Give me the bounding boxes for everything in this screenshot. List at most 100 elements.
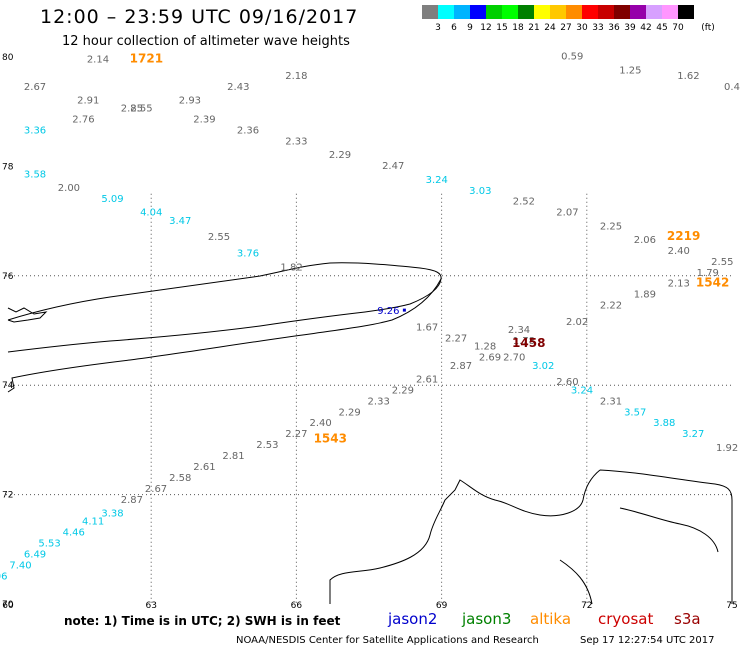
colorbar-label: 21 — [528, 23, 540, 33]
colorbar-label: 42 — [640, 23, 652, 33]
colorbar-swatch — [518, 5, 534, 19]
wave-height-value: 1.78 — [513, 336, 535, 347]
longitude-label: 72 — [581, 601, 592, 611]
jason2-marker — [402, 308, 406, 312]
longitude-label: 66 — [291, 601, 303, 611]
wave-height-value: 2.29 — [329, 150, 351, 161]
wave-height-value: 6.49 — [24, 550, 46, 561]
colorbar-label: 12 — [480, 23, 492, 33]
colorbar-swatch — [646, 5, 662, 19]
wave-height-value: 2.70 — [503, 353, 525, 364]
wave-height-value: 3.57 — [624, 407, 646, 418]
colorbar-swatch — [470, 5, 486, 19]
legend-jason2: jason2 — [388, 610, 438, 628]
wave-height-value: 3.24 — [426, 175, 448, 186]
wave-height-value: 2.27 — [285, 429, 307, 440]
wave-height-value: 2.40 — [668, 246, 690, 257]
wave-height-value: 0.59 — [561, 52, 583, 63]
colorbar-unit: (ft) — [701, 23, 715, 33]
colorbar-swatch — [598, 5, 614, 19]
chart-title: 12:00 – 23:59 UTC 09/16/2017 — [40, 6, 359, 28]
wave-height-value: 3.88 — [653, 418, 675, 429]
colorbar-label: 30 — [576, 23, 588, 33]
wave-height-value: 4.46 — [63, 528, 85, 539]
latitude-label: 76 — [2, 272, 14, 282]
colorbar-swatch — [678, 5, 694, 19]
wave-height-value: 2.06 — [634, 235, 656, 246]
colorbar-label: 15 — [496, 23, 508, 33]
colorbar-label: 70 — [672, 23, 684, 33]
wave-height-value: 2.39 — [193, 115, 215, 126]
wave-height-value: 1.67 — [416, 323, 438, 334]
colorbar-swatch — [486, 5, 502, 19]
wave-height-value: 1.25 — [619, 65, 641, 76]
wave-height-value: 1.82 — [280, 262, 302, 273]
wave-height-value: 2.33 — [368, 396, 390, 407]
wave-height-value: 2.07 — [556, 208, 578, 219]
wave-height-value: 3.03 — [469, 186, 491, 197]
colorbar-label: 45 — [656, 23, 668, 33]
wave-height-value: 1.92 — [716, 443, 738, 454]
colorbar-label: 27 — [560, 23, 572, 33]
colorbar-swatch — [454, 5, 470, 19]
wave-height-value: 2.69 — [479, 353, 501, 364]
wave-height-value: 9.26 — [377, 306, 399, 317]
wave-height-value: 2.47 — [382, 161, 404, 172]
coastline-novaya-zemlya — [7, 262, 442, 353]
wave-height-value: 2.87 — [121, 495, 143, 506]
legend-altika: altika — [530, 610, 572, 628]
wave-height-value: 2.40 — [309, 418, 331, 429]
colorbar-label: 9 — [467, 23, 473, 33]
wave-height-value: 2.13 — [668, 279, 690, 290]
coastline-mainland — [7, 278, 442, 393]
wave-height-value: 1.62 — [677, 71, 699, 82]
wave-height-value: 3.36 — [24, 126, 46, 137]
wave-height-value: 1.79 — [697, 268, 719, 279]
wave-height-value: 2.85 — [121, 104, 143, 115]
legend-jason3: jason3 — [462, 610, 512, 628]
longitude-label: 60 — [2, 601, 14, 611]
colorbar-swatch — [662, 5, 678, 19]
colorbar-label: 39 — [624, 23, 636, 33]
wave-height-value: 7.06 — [0, 571, 7, 582]
footnote: note: 1) Time is in UTC; 2) SWH is in fe… — [64, 614, 341, 628]
longitude-label: 69 — [436, 601, 448, 611]
colorbar-swatch — [582, 5, 598, 19]
pass-time-label: 1458 — [512, 336, 545, 350]
colorbar-swatch — [614, 5, 630, 19]
wave-height-value: 2.60 — [556, 377, 578, 388]
wave-height-value: 4.11 — [82, 517, 104, 528]
wave-height-value: 3.27 — [682, 429, 704, 440]
colorbar-label: 3 — [435, 23, 441, 33]
wave-height-value: 2.91 — [77, 95, 99, 106]
wave-height-value: 2.76 — [72, 115, 94, 126]
wave-height-value: 2.52 — [513, 197, 535, 208]
pass-time-label: 1721 — [130, 51, 163, 65]
credit-line: NOAA/NESDIS Center for Satellite Applica… — [236, 635, 539, 646]
pass-time-label: 2219 — [667, 229, 700, 243]
latitude-label: 78 — [2, 162, 14, 172]
latitude-label: 72 — [2, 491, 13, 501]
wave-height-value: 2.58 — [169, 473, 191, 484]
colorbar-label: 33 — [592, 23, 604, 33]
wave-height-value: 2.43 — [227, 82, 249, 93]
wave-height-value: 2.14 — [87, 54, 109, 65]
longitude-label: 63 — [145, 601, 156, 611]
longitude-label: 75 — [726, 601, 737, 611]
wave-height-value: 2.25 — [600, 221, 622, 232]
wave-height-value: 2.27 — [445, 333, 467, 344]
colorbar-swatch — [566, 5, 582, 19]
colorbar-label: 36 — [608, 23, 620, 33]
wave-height-value: 0.4 — [724, 82, 740, 93]
wave-height-value: 3.47 — [169, 216, 191, 227]
wave-height-value: 2.31 — [600, 396, 622, 407]
wave-height-value: 2.67 — [24, 82, 46, 93]
latitude-label: 70 — [2, 600, 14, 610]
legend-cryosat: cryosat — [598, 610, 654, 628]
wave-height-value: 5.09 — [101, 194, 123, 205]
wave-height-value: 3.02 — [532, 361, 554, 372]
colorbar-swatch — [630, 5, 646, 19]
wave-height-value: 2.29 — [392, 385, 414, 396]
pass-time-label: 1542 — [696, 276, 729, 290]
